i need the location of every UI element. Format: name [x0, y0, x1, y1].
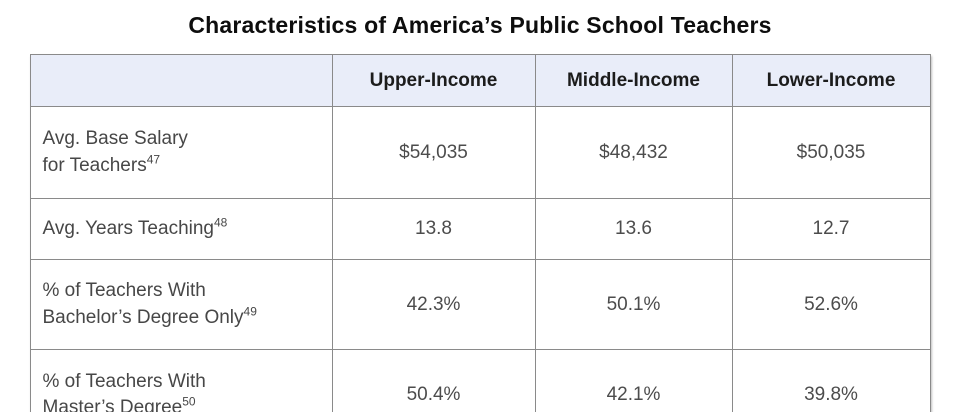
cell-bachelors-middle: 50.1%: [534, 259, 733, 350]
row-label-line: Bachelor’s Degree Only: [42, 306, 244, 328]
footnote-marker: 47: [146, 152, 161, 167]
row-label-avg-base-salary: Avg. Base Salary for Teachers47: [29, 106, 333, 199]
cell-salary-middle: $48,432: [534, 106, 733, 199]
cell-years-middle: 13.6: [534, 198, 733, 260]
cell-years-upper: 13.8: [331, 198, 536, 260]
row-label-avg-years-teaching: Avg. Years Teaching48: [29, 198, 333, 260]
cell-bachelors-lower: 52.6%: [731, 259, 931, 350]
row-label-line: % of Teachers With: [42, 280, 206, 302]
row-label-line: Avg. Years Teaching: [42, 217, 215, 239]
page-title: Characteristics of America’s Public Scho…: [188, 12, 772, 38]
row-label-line: Master’s Degree: [42, 397, 183, 412]
cell-masters-lower: 39.8%: [731, 349, 931, 412]
row-label-masters-degree: % of Teachers With Master’s Degree50: [29, 349, 333, 412]
row-label-line: % of Teachers With: [42, 370, 206, 392]
row-label-line: Avg. Base Salary: [42, 128, 188, 150]
header-row: Upper-Income Middle-Income Lower-Income: [29, 54, 931, 107]
header-cell-lower-income: Lower-Income: [731, 54, 931, 107]
footnote-marker: 50: [182, 394, 196, 409]
cell-masters-upper: 50.4%: [331, 349, 536, 412]
row-label-bachelors-degree-only: % of Teachers With Bachelor’s Degree Onl…: [29, 259, 333, 350]
table-row-masters-degree: % of Teachers With Master’s Degree50 50.…: [29, 349, 931, 412]
cell-masters-middle: 42.1%: [534, 349, 733, 412]
page: Characteristics of America’s Public Scho…: [0, 12, 960, 412]
teacher-characteristics-table: Upper-Income Middle-Income Lower-Income …: [29, 54, 931, 412]
table-row-avg-years-teaching: Avg. Years Teaching48 13.8 13.6 12.7: [29, 198, 931, 260]
cell-bachelors-upper: 42.3%: [331, 259, 536, 350]
header-cell-empty: [29, 54, 333, 107]
footnote-marker: 49: [243, 304, 257, 319]
cell-salary-upper: $54,035: [331, 106, 536, 199]
cell-salary-lower: $50,035: [731, 106, 931, 199]
table-row-bachelors-degree-only: % of Teachers With Bachelor’s Degree Onl…: [29, 259, 931, 350]
footnote-marker: 48: [214, 215, 228, 230]
header-cell-middle-income: Middle-Income: [534, 54, 733, 107]
table-row-avg-base-salary: Avg. Base Salary for Teachers47 $54,035 …: [29, 106, 931, 199]
row-label-line: for Teachers: [42, 154, 147, 176]
cell-years-lower: 12.7: [731, 198, 931, 260]
header-cell-upper-income: Upper-Income: [331, 54, 536, 107]
